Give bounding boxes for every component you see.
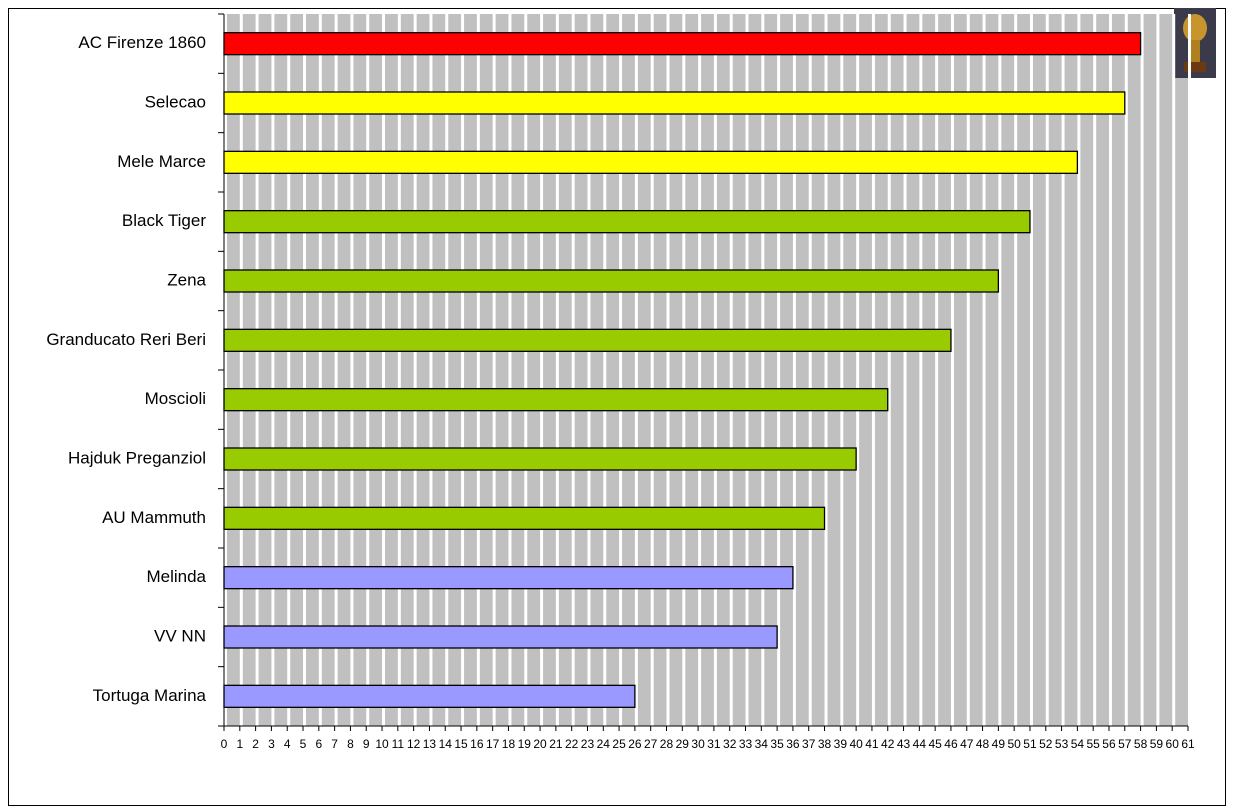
x-tick-label: 8 bbox=[347, 737, 354, 751]
x-tick-label: 36 bbox=[786, 737, 800, 751]
x-tick-label: 25 bbox=[612, 737, 626, 751]
x-tick-label: 13 bbox=[423, 737, 437, 751]
x-tick-label: 26 bbox=[628, 737, 642, 751]
bar bbox=[223, 210, 1031, 234]
x-tick-label: 14 bbox=[439, 737, 453, 751]
bar bbox=[223, 566, 794, 590]
bar bbox=[223, 328, 952, 352]
x-tick-label: 34 bbox=[755, 737, 769, 751]
bar bbox=[223, 91, 1126, 115]
x-tick-label: 32 bbox=[723, 737, 737, 751]
x-tick-label: 12 bbox=[407, 737, 421, 751]
x-tick-label: 61 bbox=[1181, 737, 1195, 751]
x-tick-label: 17 bbox=[486, 737, 500, 751]
bar bbox=[223, 388, 889, 412]
y-tick-label: Mele Marce bbox=[117, 152, 206, 171]
x-tick-label: 40 bbox=[849, 737, 863, 751]
x-tick-label: 46 bbox=[944, 737, 958, 751]
x-tick-label: 23 bbox=[581, 737, 595, 751]
x-tick-label: 45 bbox=[928, 737, 942, 751]
x-tick-label: 47 bbox=[960, 737, 974, 751]
x-tick-label: 10 bbox=[375, 737, 389, 751]
trophy-icon bbox=[1174, 8, 1216, 78]
x-tick-label: 7 bbox=[331, 737, 338, 751]
bar bbox=[223, 506, 826, 530]
x-tick-label: 28 bbox=[660, 737, 674, 751]
x-tick-label: 44 bbox=[913, 737, 927, 751]
x-tick-label: 4 bbox=[284, 737, 291, 751]
x-tick-label: 56 bbox=[1102, 737, 1116, 751]
x-tick-label: 16 bbox=[470, 737, 484, 751]
x-tick-label: 53 bbox=[1055, 737, 1069, 751]
x-tick-label: 15 bbox=[454, 737, 468, 751]
x-tick-label: 31 bbox=[707, 737, 721, 751]
x-tick-label: 41 bbox=[865, 737, 879, 751]
y-tick-label: Zena bbox=[167, 270, 206, 289]
x-tick-label: 29 bbox=[676, 737, 690, 751]
x-tick-label: 9 bbox=[363, 737, 370, 751]
trophy-stem bbox=[1190, 40, 1200, 62]
bar bbox=[223, 32, 1142, 56]
trophy-cup bbox=[1183, 14, 1207, 42]
y-tick-label: AC Firenze 1860 bbox=[78, 33, 206, 52]
y-tick-label: Granducato Reri Beri bbox=[46, 330, 206, 349]
bar bbox=[223, 684, 636, 708]
x-tick-label: 22 bbox=[565, 737, 579, 751]
x-tick-label: 18 bbox=[502, 737, 516, 751]
x-tick-label: 48 bbox=[976, 737, 990, 751]
y-tick-label: VV NN bbox=[154, 626, 206, 645]
y-tick-label: Tortuga Marina bbox=[93, 686, 207, 705]
y-tick-label: Hajduk Preganziol bbox=[68, 448, 206, 467]
x-tick-label: 57 bbox=[1118, 737, 1132, 751]
x-tick-label: 5 bbox=[300, 737, 307, 751]
bar bbox=[223, 447, 857, 471]
x-tick-label: 58 bbox=[1134, 737, 1148, 751]
x-tick-label: 39 bbox=[834, 737, 848, 751]
x-tick-label: 38 bbox=[818, 737, 832, 751]
x-tick-label: 11 bbox=[392, 737, 405, 751]
x-tick-label: 59 bbox=[1150, 737, 1164, 751]
bar bbox=[223, 269, 1000, 293]
y-tick-label: Selecao bbox=[145, 92, 206, 111]
x-tick-label: 3 bbox=[268, 737, 275, 751]
x-tick-label: 19 bbox=[518, 737, 532, 751]
x-tick-label: 43 bbox=[897, 737, 911, 751]
x-tick-label: 49 bbox=[992, 737, 1006, 751]
x-tick-label: 60 bbox=[1166, 737, 1180, 751]
x-tick-label: 0 bbox=[221, 737, 228, 751]
y-tick-label: Melinda bbox=[146, 567, 206, 586]
y-tick-label: AU Mammuth bbox=[102, 508, 206, 527]
x-tick-label: 54 bbox=[1071, 737, 1085, 751]
x-tick-label: 42 bbox=[881, 737, 895, 751]
y-tick-label: Moscioli bbox=[145, 389, 206, 408]
bar bbox=[223, 150, 1079, 174]
x-tick-label: 24 bbox=[597, 737, 611, 751]
x-tick-label: 30 bbox=[691, 737, 705, 751]
x-tick-label: 37 bbox=[802, 737, 816, 751]
x-tick-label: 55 bbox=[1087, 737, 1101, 751]
x-tick-label: 6 bbox=[315, 737, 322, 751]
x-tick-label: 35 bbox=[770, 737, 784, 751]
x-tick-label: 21 bbox=[549, 737, 563, 751]
x-tick-label: 1 bbox=[236, 737, 243, 751]
x-tick-label: 20 bbox=[533, 737, 547, 751]
x-tick-label: 33 bbox=[739, 737, 753, 751]
trophy-base bbox=[1184, 62, 1206, 72]
bar bbox=[223, 625, 778, 649]
x-tick-label: 52 bbox=[1039, 737, 1053, 751]
y-tick-label: Black Tiger bbox=[122, 211, 206, 230]
x-tick-label: 51 bbox=[1023, 737, 1037, 751]
x-tick-label: 27 bbox=[644, 737, 658, 751]
x-tick-label: 2 bbox=[252, 737, 259, 751]
x-tick-label: 50 bbox=[1007, 737, 1021, 751]
